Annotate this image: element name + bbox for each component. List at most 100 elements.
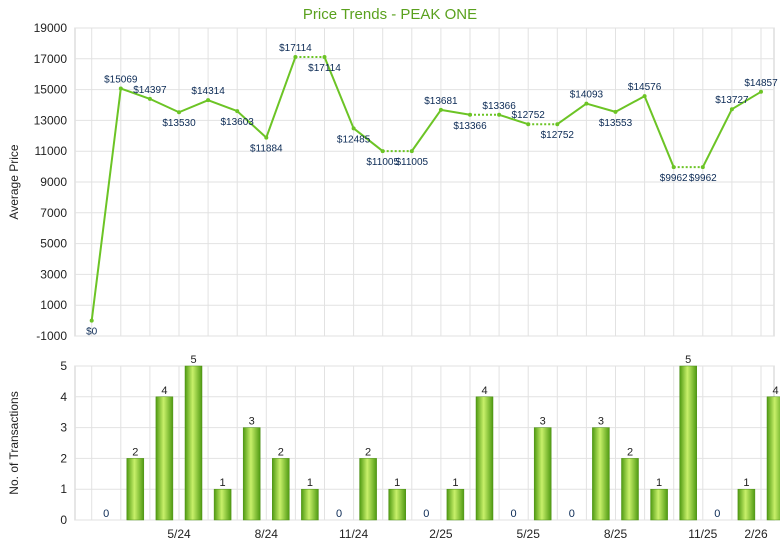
bar-data-label: 1 bbox=[656, 477, 662, 489]
line-point bbox=[409, 149, 414, 154]
bar-data-label: 0 bbox=[569, 508, 575, 520]
bar-data-label: 2 bbox=[278, 446, 284, 458]
line-y-tick-label: 9000 bbox=[40, 175, 67, 189]
line-point bbox=[89, 318, 94, 323]
line-y-tick-label: 3000 bbox=[40, 267, 67, 281]
bar-x-tick-label: 2/26 bbox=[744, 527, 768, 541]
line-point bbox=[555, 122, 560, 127]
bar bbox=[621, 458, 639, 521]
line-segment bbox=[615, 95, 646, 113]
bar-x-tick-label: 5/24 bbox=[167, 527, 191, 541]
line-segment bbox=[701, 108, 733, 168]
bar-data-label: 0 bbox=[423, 508, 429, 520]
line-point bbox=[671, 165, 676, 170]
line-segment bbox=[643, 95, 675, 168]
bar-y-tick-label: 1 bbox=[60, 482, 67, 496]
line-segment bbox=[352, 127, 384, 152]
line-point bbox=[497, 112, 502, 117]
bar-x-tick-label: 8/25 bbox=[604, 527, 628, 541]
bar bbox=[766, 396, 780, 521]
line-data-label: $13727 bbox=[715, 95, 749, 106]
bar bbox=[533, 427, 552, 521]
bar-data-label: 2 bbox=[627, 446, 633, 458]
bar-y-axis-title: No. of Transactions bbox=[7, 391, 21, 494]
bar-data-label: 5 bbox=[685, 354, 691, 366]
line-data-label: $15069 bbox=[104, 75, 138, 86]
line-y-tick-label: 5000 bbox=[40, 237, 67, 251]
line-point bbox=[729, 107, 734, 112]
line-data-label: $12752 bbox=[541, 130, 575, 141]
bar-data-label: 1 bbox=[307, 477, 313, 489]
bar bbox=[301, 488, 319, 521]
bar bbox=[446, 488, 465, 521]
bar bbox=[272, 458, 290, 521]
bar-y-tick-label: 5 bbox=[60, 359, 67, 373]
line-data-label: $14576 bbox=[628, 82, 662, 93]
bar-data-label: 3 bbox=[249, 416, 255, 428]
line-data-label: $11005 bbox=[366, 157, 399, 168]
line-segment bbox=[120, 87, 151, 100]
line-data-label: $13530 bbox=[162, 118, 196, 129]
line-data-label: $12752 bbox=[512, 110, 546, 121]
bar-data-label: 1 bbox=[452, 477, 458, 489]
line-y-axis-title: Average Price bbox=[7, 144, 21, 219]
line-data-label: $13681 bbox=[424, 96, 458, 107]
line-point bbox=[468, 112, 472, 117]
line-segment bbox=[323, 56, 355, 129]
bar-data-label: 0 bbox=[103, 508, 109, 520]
line-data-label: $17114 bbox=[279, 43, 312, 54]
bar-data-label: 1 bbox=[394, 477, 400, 489]
line-y-tick-label: 19000 bbox=[34, 21, 68, 35]
line-segment bbox=[731, 90, 762, 111]
line-point bbox=[177, 110, 181, 115]
bar-data-label: 4 bbox=[772, 385, 778, 397]
line-y-tick-label: -1000 bbox=[36, 329, 67, 343]
bar bbox=[388, 488, 406, 521]
chart-title: Price Trends - PEAK ONE bbox=[302, 6, 478, 23]
line-segment bbox=[178, 99, 209, 114]
line-data-label: $13366 bbox=[453, 121, 487, 132]
line-data-label: $9962 bbox=[660, 173, 688, 184]
bar bbox=[242, 427, 261, 521]
line-data-label: $11005 bbox=[395, 157, 428, 168]
line-y-tick-label: 13000 bbox=[34, 113, 68, 127]
bar-plot-area bbox=[74, 365, 775, 521]
line-segment bbox=[556, 102, 587, 126]
line-segment bbox=[586, 102, 616, 113]
line-segment bbox=[410, 109, 442, 152]
bar bbox=[650, 488, 668, 521]
line-data-label: $13366 bbox=[482, 101, 516, 112]
bar-y-tick-label: 2 bbox=[60, 451, 67, 465]
line-y-tick-label: 7000 bbox=[40, 206, 67, 220]
bar-data-label: 4 bbox=[481, 385, 487, 397]
line-point bbox=[322, 55, 327, 60]
line-y-tick-label: 11000 bbox=[35, 144, 68, 158]
line-data-label: $9962 bbox=[689, 173, 717, 184]
bar-data-label: 4 bbox=[161, 385, 167, 397]
bar-y-tick-label: 0 bbox=[60, 513, 67, 527]
bar-x-tick-label: 5/25 bbox=[517, 527, 541, 541]
bar-y-tick-label: 3 bbox=[60, 421, 67, 435]
bar-data-label: 2 bbox=[365, 446, 371, 458]
line-point bbox=[584, 101, 589, 106]
bar-data-label: 1 bbox=[743, 477, 749, 489]
line-point bbox=[613, 109, 618, 114]
line-data-label: $12485 bbox=[337, 134, 371, 145]
line-data-label: $11884 bbox=[250, 144, 283, 155]
bar bbox=[475, 396, 494, 521]
line-data-label: $14857 bbox=[744, 78, 778, 89]
bar-data-label: 1 bbox=[220, 477, 226, 489]
line-y-tick-label: 1000 bbox=[40, 298, 67, 312]
line-point bbox=[118, 86, 123, 91]
bar-data-label: 0 bbox=[511, 508, 517, 520]
bar-x-tick-label: 11/24 bbox=[339, 527, 368, 541]
bar-data-label: 3 bbox=[540, 416, 546, 428]
bar bbox=[359, 458, 377, 521]
bar bbox=[737, 488, 756, 521]
line-segment bbox=[498, 113, 529, 126]
bar-x-tick-label: 11/25 bbox=[688, 527, 717, 541]
line-segment bbox=[236, 110, 267, 139]
bar bbox=[213, 488, 232, 521]
